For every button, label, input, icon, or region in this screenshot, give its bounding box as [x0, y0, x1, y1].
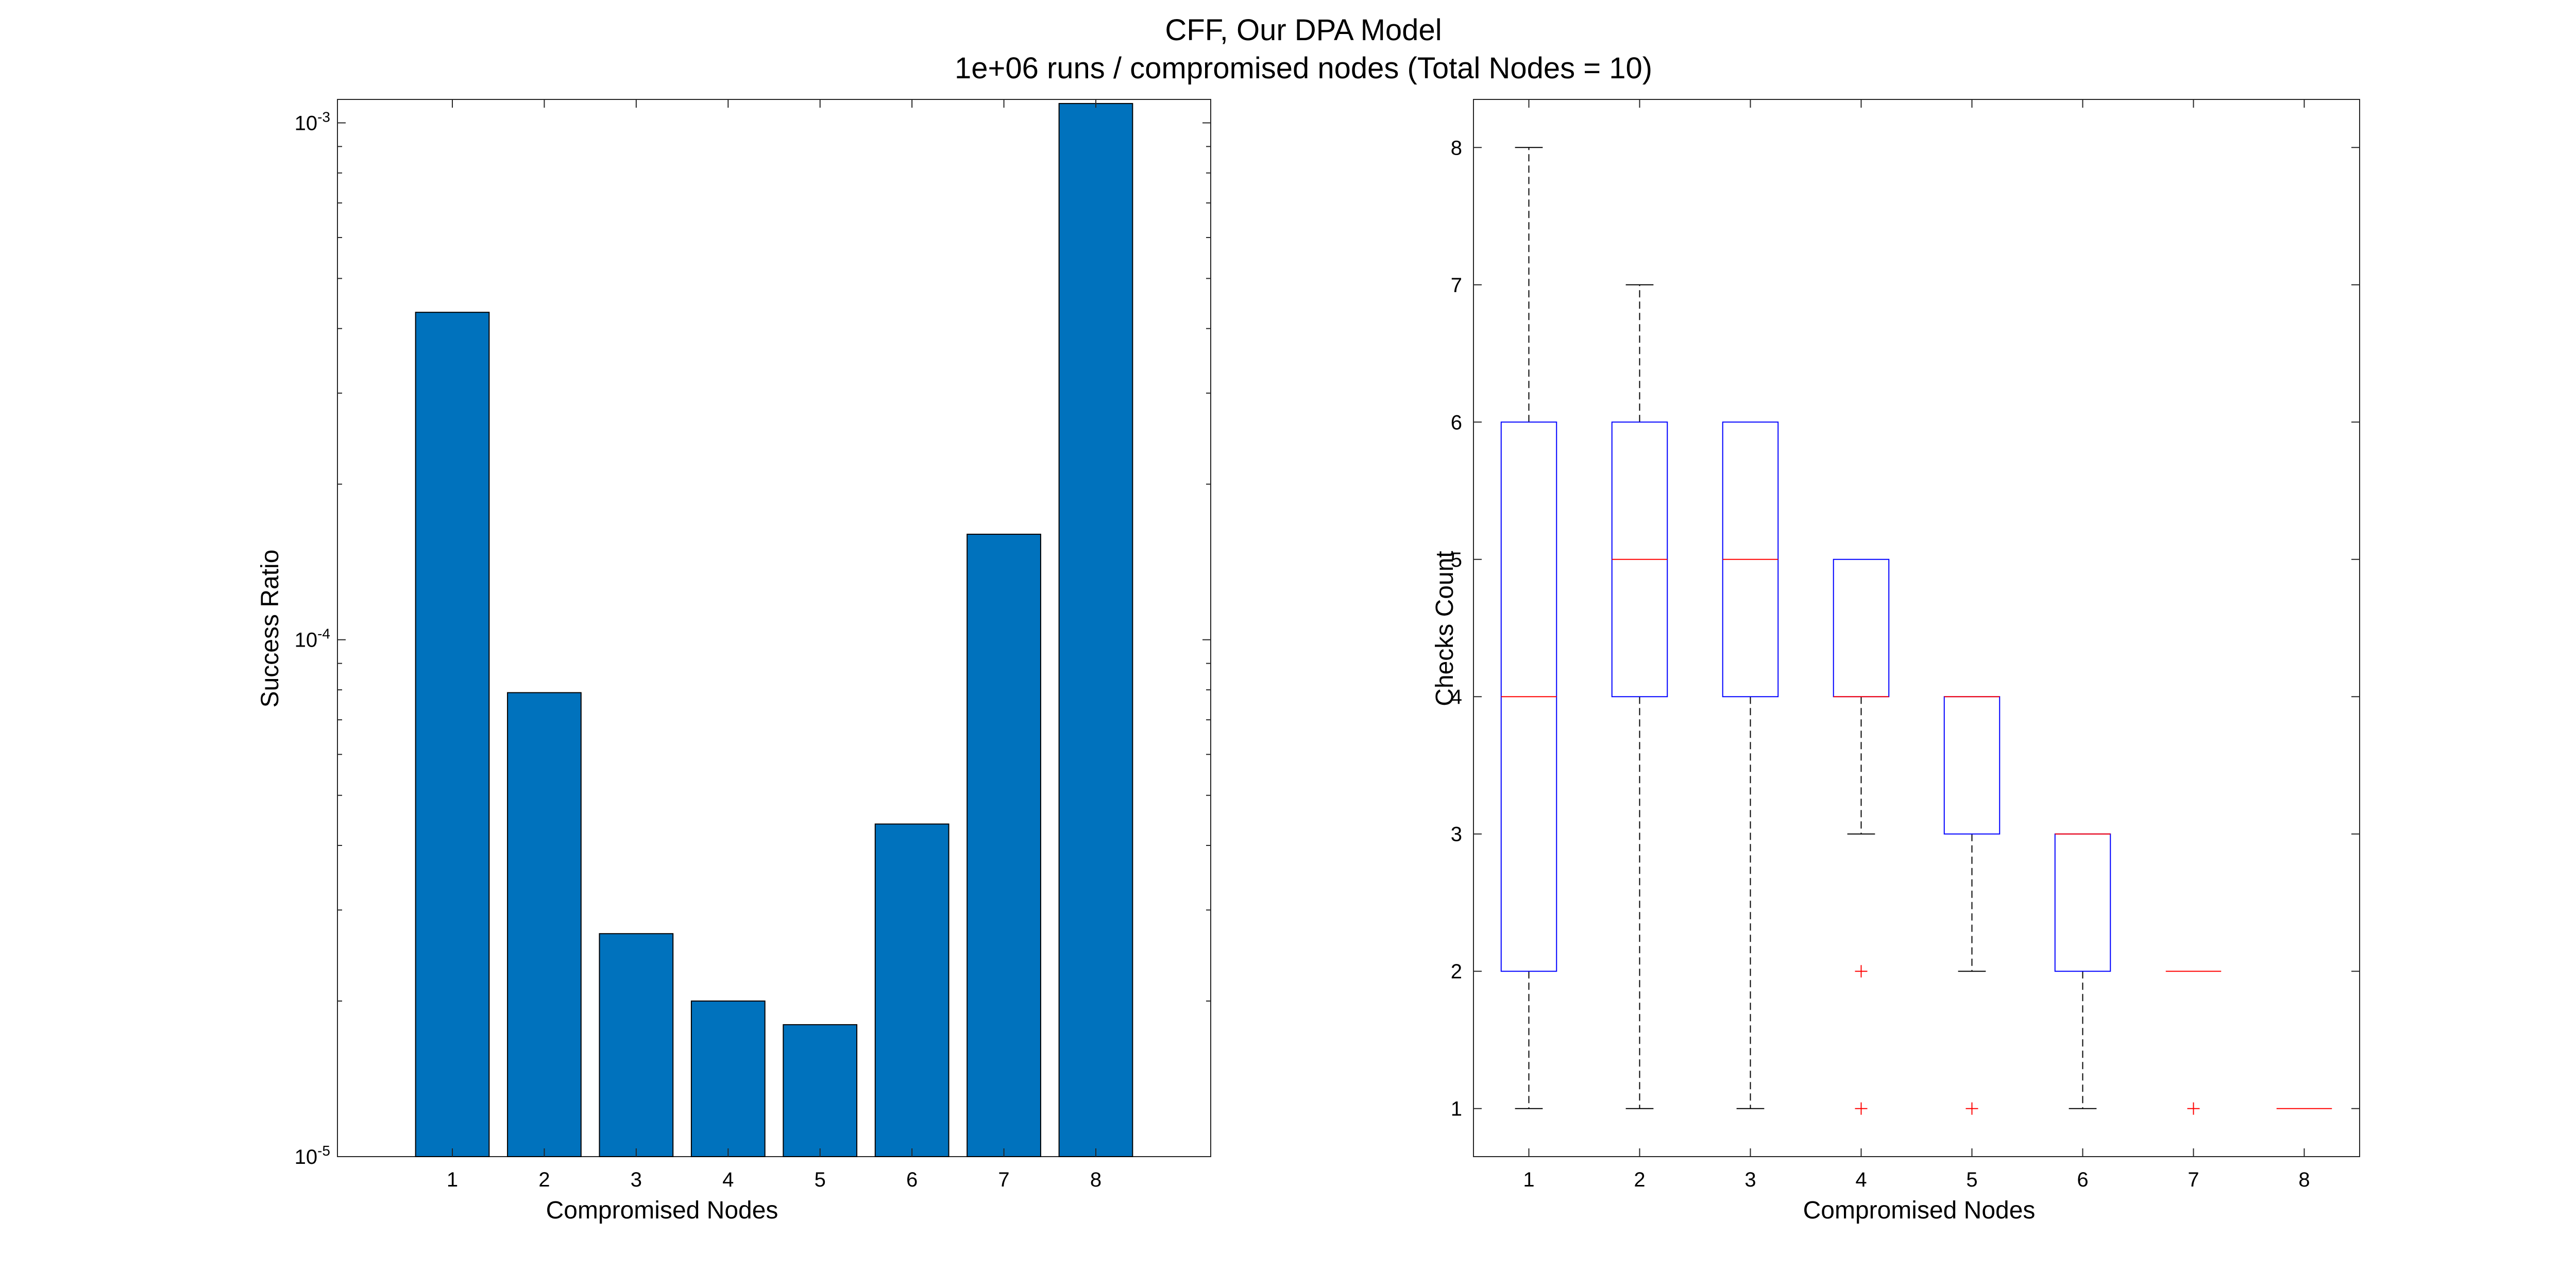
box-5: [1943, 696, 2001, 1115]
box-y-tick-label: 7: [1451, 274, 1462, 297]
checks-count-box-plot: Compromised Nodes Checks Count 1 2 3 4 5 6 7 8 1…: [1431, 99, 2360, 1224]
box-x-tick-label: 2: [1634, 1168, 1645, 1191]
bar-x-tick-label: 3: [631, 1168, 642, 1191]
box-4: [1833, 558, 1890, 1115]
bar-x-tick-label: 6: [906, 1168, 918, 1191]
box-plot-xlabel: Compromised Nodes: [1803, 1197, 2036, 1224]
bar-x-tick-label: 7: [998, 1168, 1009, 1191]
bar-5: [783, 1024, 858, 1157]
box-y-tick-label: 4: [1451, 686, 1462, 708]
bar-4: [690, 1000, 766, 1158]
bar-8: [1058, 103, 1133, 1158]
bar-chart-ylabel: Success Ratio: [257, 550, 284, 708]
bar-1: [415, 312, 490, 1158]
box-7: [2165, 971, 2222, 1115]
box-y-tick-label: 1: [1451, 1098, 1462, 1121]
box-6: [2054, 833, 2111, 1109]
box-y-tick-label: 5: [1451, 549, 1462, 571]
figure-title-line-1: CFF, Our DPA Model: [1165, 13, 1442, 47]
figure-title-line-2: 1e+06 runs / compromised nodes (Total No…: [955, 52, 1652, 85]
bar-y-tick-label: 10-3: [295, 109, 330, 134]
box-x-tick-label: 3: [1744, 1168, 1756, 1191]
box-y-tick-label: 2: [1451, 960, 1462, 983]
box-2: [1611, 284, 1668, 1109]
bar-x-tick-label: 2: [538, 1168, 550, 1191]
bar-7: [967, 533, 1041, 1157]
bar-x-tick-label: 4: [722, 1168, 734, 1191]
box-y-tick-label: 8: [1451, 137, 1462, 159]
box-x-tick-label: 4: [1855, 1168, 1867, 1191]
success-ratio-bar-chart: Compromised Nodes Success Ratio 1 2 3 4 5 6 7 8…: [257, 99, 1211, 1224]
box-x-tick-label: 8: [2298, 1168, 2310, 1191]
box-plot-ylabel: Checks Count: [1431, 551, 1459, 706]
box-x-tick-label: 6: [2077, 1168, 2088, 1191]
box-y-tick-label: 3: [1451, 823, 1462, 846]
box-x-tick-label: 5: [1966, 1168, 1977, 1191]
bar-chart-xlabel: Compromised Nodes: [546, 1197, 778, 1224]
bar-x-tick-label: 5: [815, 1168, 826, 1191]
box-3: [1722, 421, 1779, 1109]
box-x-tick-label: 7: [2188, 1168, 2199, 1191]
bar-2: [507, 692, 582, 1158]
box-x-tick-label: 1: [1523, 1168, 1534, 1191]
box-1: [1500, 147, 1557, 1109]
bar-6: [874, 823, 950, 1157]
bar-y-tick-label: 10-4: [295, 626, 330, 652]
bar-x-tick-label: 1: [447, 1168, 458, 1191]
box-plot-axes-box: [1473, 99, 2360, 1157]
bar-x-tick-label: 8: [1090, 1168, 1101, 1191]
box-y-tick-label: 6: [1451, 411, 1462, 434]
bar-3: [599, 933, 674, 1157]
bar-y-tick-label: 10-5: [295, 1143, 330, 1168]
